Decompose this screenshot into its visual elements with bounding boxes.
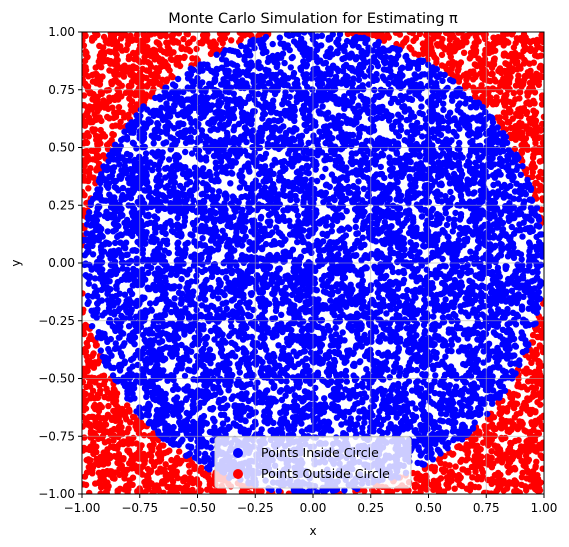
y-tick-label: 0.75 — [48, 83, 75, 97]
x-axis-label: x — [309, 524, 316, 538]
x-tick-label: 0.25 — [357, 501, 384, 515]
y-tick-label: −0.50 — [38, 372, 75, 386]
x-axis-ticks: −1.00 −0.75 −0.50 −0.25 0.00 0.25 0.50 0.75 1.00 — [64, 494, 558, 515]
y-tick-label: 0.50 — [48, 141, 75, 155]
x-tick-label: −0.25 — [237, 501, 274, 515]
x-tick-label: 0.75 — [473, 501, 500, 515]
legend-label-inside: Points Inside Circle — [261, 445, 379, 460]
x-tick-label: 0.00 — [300, 501, 327, 515]
y-axis-ticks: −1.00 −0.75 −0.50 −0.25 0.00 0.25 0.50 0.75 1.00 — [38, 25, 82, 501]
y-tick-label: −0.25 — [38, 314, 75, 328]
y-tick-label: −1.00 — [38, 487, 75, 501]
x-tick-label: −1.00 — [64, 501, 101, 515]
chart-title: Monte Carlo Simulation for Estimating π — [168, 11, 458, 27]
y-tick-label: 0.00 — [48, 256, 75, 270]
legend: Points Inside Circle Points Outside Circ… — [215, 437, 411, 488]
x-tick-label: −0.75 — [121, 501, 158, 515]
legend-marker-inside — [233, 448, 243, 458]
x-tick-label: 1.00 — [531, 501, 558, 515]
legend-label-outside: Points Outside Circle — [261, 466, 390, 481]
x-tick-label: 0.50 — [415, 501, 442, 515]
y-tick-label: 0.25 — [48, 198, 75, 212]
legend-marker-outside — [233, 469, 243, 479]
y-axis-label: y — [9, 259, 23, 266]
y-tick-label: −0.75 — [38, 429, 75, 443]
x-tick-label: −0.50 — [179, 501, 216, 515]
y-tick-label: 1.00 — [48, 25, 75, 39]
